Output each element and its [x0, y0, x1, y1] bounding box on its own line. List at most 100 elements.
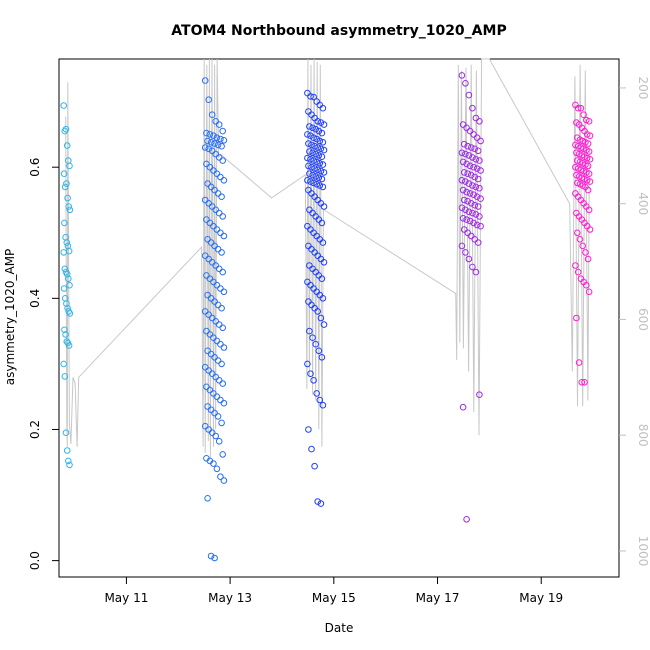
x-axis-label: Date [325, 621, 354, 635]
data-point [219, 380, 226, 387]
data-point [458, 242, 466, 250]
data-point [63, 270, 71, 278]
data-point [314, 118, 322, 125]
data-point [584, 162, 592, 170]
data-point [317, 314, 325, 322]
y-tick-label: 0.4 [28, 289, 42, 308]
data-point [201, 308, 209, 315]
data-point [219, 157, 226, 164]
data-point [304, 154, 311, 162]
data-point [61, 265, 69, 273]
data-point [573, 314, 580, 322]
data-point [477, 137, 484, 145]
data-point [307, 178, 314, 185]
data-point [214, 301, 222, 309]
data-point [210, 460, 217, 467]
data-point [472, 268, 480, 276]
data-point [574, 104, 582, 112]
data-point [309, 124, 316, 132]
data-point [576, 236, 584, 243]
data-point [201, 196, 209, 204]
data-point [319, 295, 327, 302]
data-point [320, 169, 328, 176]
data-point [458, 72, 466, 79]
data-point [208, 429, 216, 437]
data-point [470, 191, 477, 198]
y-tick-label: 0.6 [28, 158, 42, 177]
data-point [208, 314, 216, 322]
data-point [477, 195, 484, 202]
data-point [476, 184, 483, 192]
data-point [207, 406, 215, 414]
data-point [218, 142, 225, 150]
data-point [219, 324, 226, 332]
data-point [467, 144, 475, 151]
data-point [206, 219, 214, 227]
data-point [311, 142, 318, 150]
data-point [306, 148, 313, 155]
data-point [220, 137, 228, 144]
data-point [219, 451, 226, 458]
data-point [204, 236, 211, 243]
data-point [60, 102, 68, 109]
data-point [474, 203, 482, 210]
data-point [578, 379, 586, 386]
data-point [208, 147, 216, 155]
data-point [306, 123, 313, 130]
data-point [459, 158, 467, 166]
data-point [213, 226, 221, 233]
data-point [319, 139, 327, 146]
data-point [205, 311, 212, 319]
data-points [60, 72, 594, 562]
data-point [310, 134, 317, 141]
data-point [308, 141, 315, 149]
data-point [459, 403, 467, 411]
data-point [463, 216, 470, 223]
data-point [585, 170, 593, 177]
data-point [211, 140, 218, 147]
data-point [66, 461, 73, 469]
data-point [217, 285, 224, 292]
data-point [574, 229, 581, 237]
data-point [207, 139, 215, 146]
data-point [584, 186, 592, 194]
data-point [472, 114, 480, 122]
data-point [205, 255, 212, 263]
data-point [201, 363, 209, 371]
data-point [61, 373, 69, 380]
data-point [212, 262, 219, 269]
data-point [585, 118, 593, 125]
data-point [304, 131, 311, 138]
data-point [212, 318, 219, 325]
data-point [210, 390, 217, 397]
data-point [211, 298, 218, 305]
data-point [61, 183, 69, 191]
x-tick-label: May 17 [416, 591, 460, 605]
data-point [66, 310, 74, 317]
data-point [213, 134, 221, 141]
data-point [219, 268, 226, 276]
data-point [458, 204, 466, 212]
y-tick-label: 0.2 [28, 420, 42, 439]
data-point [582, 249, 589, 256]
data-point [460, 196, 468, 204]
data-point [320, 203, 328, 210]
data-point [212, 373, 219, 381]
data-point [306, 327, 313, 335]
data-point [63, 300, 70, 307]
data-point [204, 137, 211, 145]
data-point [215, 377, 223, 384]
data-point [210, 278, 217, 286]
data-point [467, 171, 475, 179]
data-point [215, 321, 223, 328]
data-point [462, 249, 469, 256]
data-point [201, 144, 209, 151]
data-point [575, 359, 583, 366]
data-point [474, 175, 482, 183]
data-point [219, 213, 226, 220]
data-point [203, 272, 210, 279]
plot-border [58, 58, 620, 578]
data-point [208, 370, 216, 378]
data-point [214, 190, 222, 197]
data-point [319, 104, 327, 112]
